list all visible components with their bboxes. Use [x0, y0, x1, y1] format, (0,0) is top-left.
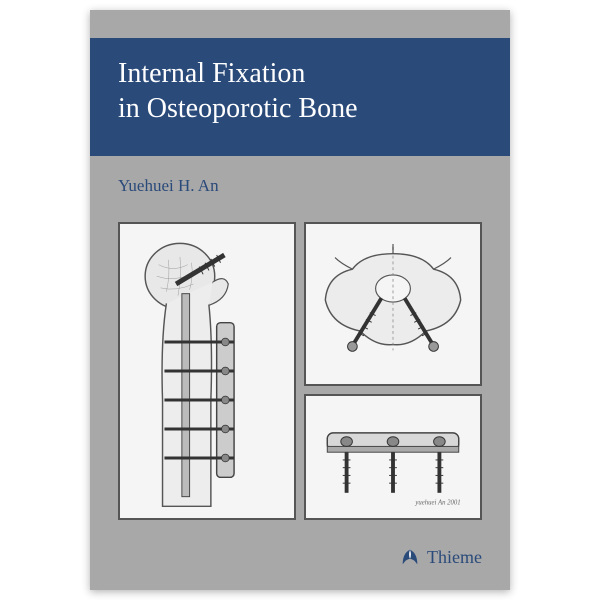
book-title: Internal Fixation in Osteoporotic Bone [118, 56, 482, 126]
plate-panel: yuehuei An 2001 [304, 394, 482, 520]
book-cover: Internal Fixation in Osteoporotic Bone Y… [90, 10, 510, 590]
publisher-block: Thieme [399, 546, 482, 568]
plate-screws-icon: yuehuei An 2001 [306, 396, 480, 518]
thieme-logo-icon [399, 546, 421, 568]
title-line-1: Internal Fixation [118, 58, 305, 89]
illustration-grid: yuehuei An 2001 [118, 222, 482, 520]
publisher-name: Thieme [427, 547, 482, 568]
vertebra-panel [304, 222, 482, 386]
femur-fixation-icon [120, 224, 294, 518]
title-band: Internal Fixation in Osteoporotic Bone [90, 38, 510, 156]
artist-signature: yuehuei An 2001 [414, 499, 460, 506]
author-name: Yuehuei H. An [118, 176, 219, 196]
vertebra-screws-icon [306, 224, 480, 384]
title-line-2: in Osteoporotic Bone [118, 93, 358, 124]
femur-panel [118, 222, 296, 520]
